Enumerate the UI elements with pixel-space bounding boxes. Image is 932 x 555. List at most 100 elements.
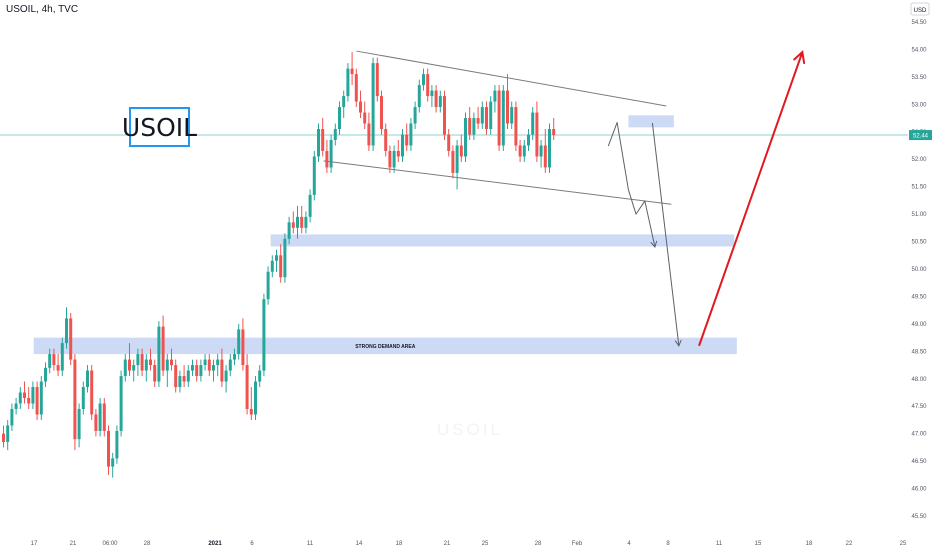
candle: [254, 376, 257, 420]
candle-body: [6, 425, 10, 442]
arrows-layer: [607, 50, 806, 347]
candle: [153, 359, 157, 388]
x-tick-label: 14: [356, 541, 363, 547]
candle-body: [401, 134, 404, 157]
candle: [401, 129, 404, 162]
last-price-badge: [909, 130, 932, 141]
candle-body: [52, 354, 56, 366]
candle-body: [182, 376, 186, 382]
candle-body: [107, 430, 110, 467]
candle: [380, 90, 383, 135]
candle: [308, 189, 312, 223]
candle: [77, 403, 81, 448]
candle-body: [27, 398, 31, 404]
candle: [485, 101, 488, 135]
candle-body: [426, 74, 430, 97]
candle: [86, 365, 89, 393]
candle: [90, 365, 94, 420]
candle-body: [371, 63, 375, 146]
candle-body: [132, 365, 136, 371]
candle: [27, 387, 31, 409]
symbol-title-box: USOIL: [122, 107, 197, 147]
candle: [539, 139, 543, 168]
candle: [224, 365, 228, 393]
y-tick-label: 48.50: [911, 349, 927, 355]
time-axis[interactable]: 17 21 06:00 28 2021 6 11 14 18 21 25 28 Feb 4 8 11 15 18 2…: [31, 541, 907, 547]
y-tick-label: 54.50: [911, 20, 927, 26]
x-tick-label: 28: [535, 541, 542, 547]
candle: [476, 107, 480, 130]
candle-body: [56, 365, 60, 371]
candle-body: [153, 365, 157, 382]
candle-body: [23, 392, 26, 399]
candle-body: [128, 359, 131, 371]
candle: [178, 370, 182, 393]
y-tick-label: 49.50: [911, 294, 927, 300]
candle: [552, 118, 556, 140]
candle-body: [170, 359, 173, 366]
candle-body: [111, 458, 115, 467]
price-axis-background: [908, 0, 932, 550]
candle: [367, 112, 371, 151]
demand-zone: [33, 337, 737, 355]
x-tick-label: 6: [250, 541, 254, 547]
candle-body: [119, 376, 123, 431]
candle-body: [489, 101, 493, 130]
candle: [237, 323, 241, 360]
candle-body: [199, 365, 203, 377]
candle: [65, 307, 68, 349]
candle-body: [140, 354, 144, 371]
candle-body: [287, 222, 291, 239]
projection-arrow-long-head: [674, 339, 682, 347]
candle-body: [367, 123, 371, 146]
candle: [111, 452, 115, 478]
candle-body: [73, 359, 77, 440]
candle-body: [266, 271, 270, 300]
candle: [174, 359, 178, 393]
candle-body: [384, 129, 388, 151]
candle: [140, 348, 144, 377]
candle-body: [18, 392, 22, 404]
symbol-header[interactable]: USOIL, 4h, TVC: [6, 4, 79, 15]
candle-body: [312, 156, 316, 195]
candle: [459, 134, 463, 162]
candle: [422, 68, 425, 91]
candle-body: [493, 90, 497, 102]
candle-body: [388, 150, 392, 168]
candle-body: [296, 216, 299, 228]
candle: [56, 354, 60, 377]
candle-body: [81, 387, 85, 409]
candle-body: [325, 150, 329, 168]
y-tick-label: 48.00: [911, 377, 927, 383]
candle: [203, 354, 207, 371]
x-tick-label: 11: [307, 541, 314, 547]
currency-badge[interactable]: [910, 2, 930, 16]
candle-body: [178, 376, 182, 388]
price-axis[interactable]: USD 54.5054.0053.5053.0052.5052.0051.505…: [908, 0, 932, 550]
y-tick-label: 49.00: [911, 322, 927, 328]
candle-body: [476, 118, 480, 124]
candle: [39, 376, 43, 420]
candle: [300, 205, 304, 234]
candle-body: [136, 354, 140, 366]
candle-body: [123, 359, 127, 377]
candle: [522, 139, 526, 162]
x-tick-label: 22: [846, 541, 853, 547]
candle-body: [195, 365, 199, 377]
candle-body: [65, 318, 68, 344]
candle-body: [249, 408, 253, 415]
target-arrow: [698, 51, 804, 347]
candle: [186, 365, 190, 388]
candle: [346, 63, 350, 102]
candle: [296, 205, 299, 239]
y-tick-label: 53.00: [911, 102, 927, 108]
candle-body: [430, 90, 434, 97]
candle-body: [186, 370, 190, 382]
currency-label: USD: [914, 8, 927, 14]
candle: [60, 337, 64, 377]
x-tick-label: 8: [666, 541, 670, 547]
y-tick-label: 52.00: [911, 157, 927, 163]
candle: [321, 118, 325, 157]
